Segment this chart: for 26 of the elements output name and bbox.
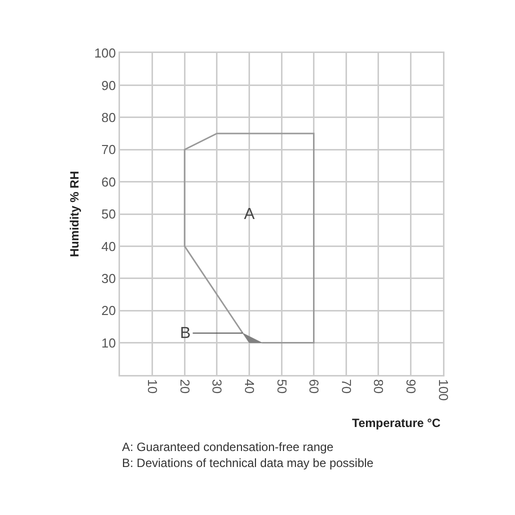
text: B: Deviations of technical data may be possible	[122, 456, 374, 470]
text: A: Guaranteed condensation-free range	[122, 440, 334, 454]
y-tick-label: 70	[101, 142, 116, 158]
annotation: B	[180, 325, 191, 342]
y-tick-label: 10	[101, 335, 116, 350]
x-axis-title: Temperature °C	[352, 416, 441, 430]
y-tick-label: 20	[101, 303, 116, 318]
x-tick-label: 90	[403, 379, 418, 394]
y-tick-label: 90	[101, 78, 116, 93]
x-tick-label: 80	[371, 379, 386, 394]
x-tick-label: 40	[242, 379, 257, 394]
x-tick-label: 60	[306, 379, 322, 394]
x-tick-label: 70	[338, 379, 354, 394]
y-tick-label: 80	[101, 110, 116, 125]
x-tick-label: 20	[177, 379, 192, 394]
y-tick-label: 40	[101, 238, 116, 254]
annotation: A	[244, 206, 255, 223]
y-tick-label: 100	[94, 46, 116, 61]
x-tick-label: 30	[210, 379, 225, 394]
y-tick-label: 60	[101, 174, 116, 190]
y-tick-label: 30	[101, 270, 116, 286]
y-tick-label: 50	[101, 206, 116, 222]
y-axis-title: Humidity % RH	[68, 170, 82, 258]
x-tick-label: 50	[274, 379, 290, 394]
x-tick-label: 10	[145, 379, 160, 394]
x-tick-label: 100	[436, 379, 451, 401]
